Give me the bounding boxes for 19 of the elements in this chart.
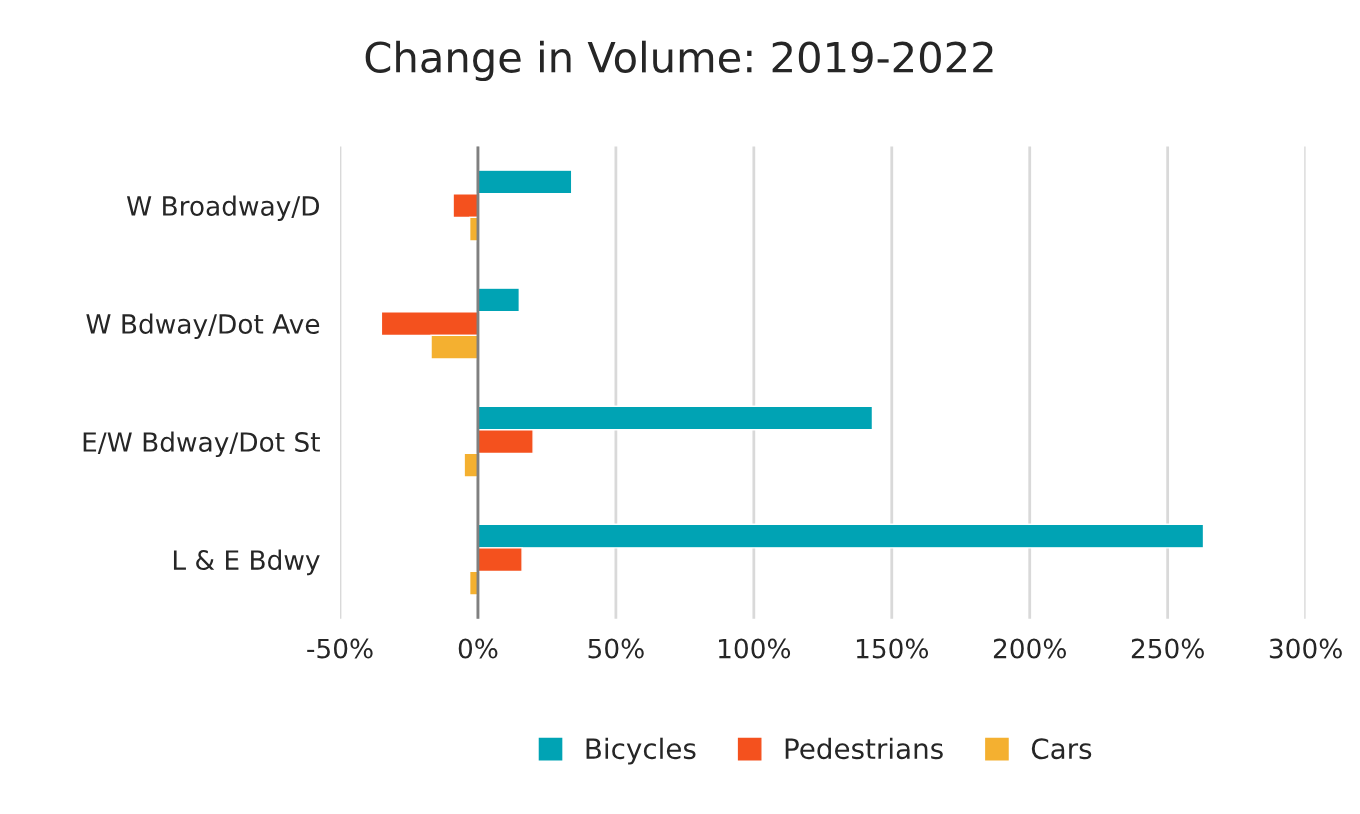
legend-label: Cars — [1031, 738, 1092, 760]
legend-label: Bicycles — [586, 737, 696, 765]
legend-label: Pedestrians — [785, 737, 943, 760]
y-tick-label: W Broadway/D — [126, 195, 319, 222]
bar — [463, 452, 479, 478]
chart-title: Change in Volume: 2019-2022 — [365, 40, 993, 82]
x-tick-label: 150% — [856, 638, 929, 659]
x-tick-label: 300% — [1269, 638, 1342, 659]
x-tick-label: 100% — [719, 638, 791, 659]
x-tick-label: 0% — [458, 638, 498, 659]
x-tick-label: -50% — [307, 638, 373, 659]
bar — [477, 287, 521, 313]
y-tick-label: W Bdway/Dot Ave — [86, 313, 320, 340]
bar — [477, 169, 573, 195]
x-tick-label: 50% — [588, 638, 644, 659]
y-tick-label: E/W Bdway/Dot St — [83, 431, 320, 458]
y-tick-label: L & E Bdwy — [173, 549, 320, 576]
x-tick-label: 200% — [993, 638, 1066, 659]
x-tick-label: 250% — [1131, 638, 1204, 659]
